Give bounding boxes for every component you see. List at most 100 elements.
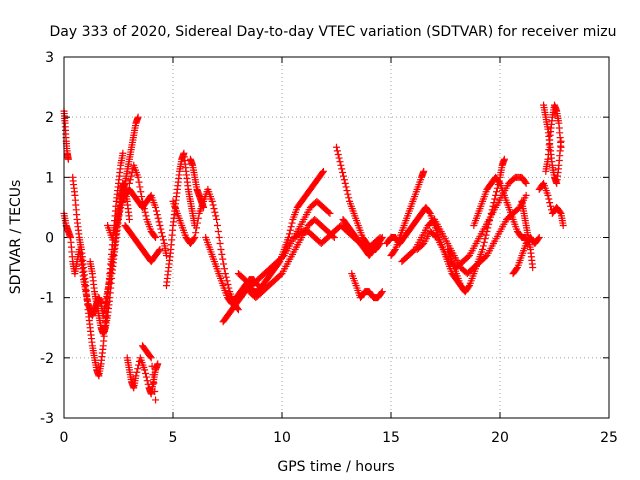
data-point xyxy=(420,167,428,175)
data-point xyxy=(481,235,489,243)
data-point xyxy=(220,260,228,268)
data-point xyxy=(218,250,226,258)
series-track-l xyxy=(186,155,208,211)
data-point xyxy=(214,227,222,235)
data-point xyxy=(339,169,347,177)
data-point xyxy=(319,167,327,175)
data-point xyxy=(285,230,293,238)
data-point xyxy=(150,379,158,387)
data-point xyxy=(486,213,494,221)
data-point xyxy=(544,191,552,199)
data-point xyxy=(378,288,386,296)
data-point xyxy=(546,199,554,207)
data-point xyxy=(344,190,352,198)
data-point xyxy=(217,246,225,254)
data-point xyxy=(155,247,163,255)
data-point xyxy=(127,172,135,180)
series-track-o xyxy=(234,197,334,290)
series-track-n xyxy=(219,167,327,326)
data-point xyxy=(221,270,229,278)
series-track-s xyxy=(339,215,386,260)
data-point xyxy=(136,183,144,191)
data-point xyxy=(335,154,343,162)
series-track-m xyxy=(202,234,262,308)
series-track-p xyxy=(245,215,338,302)
y-axis-label: SDTVAR / TECUs xyxy=(8,180,24,295)
data-point xyxy=(147,354,155,362)
data-point xyxy=(319,169,327,177)
data-point xyxy=(146,353,154,361)
data-point xyxy=(330,234,338,241)
data-point xyxy=(158,229,166,237)
x-axis-label: GPS time / hours xyxy=(277,459,394,475)
data-point xyxy=(559,221,567,229)
data-point xyxy=(135,178,143,186)
data-point xyxy=(341,179,349,187)
data-point xyxy=(492,191,500,199)
data-point xyxy=(345,194,353,202)
data-point xyxy=(154,214,162,222)
data-point xyxy=(334,150,342,158)
data-point xyxy=(159,232,167,240)
series-track-g xyxy=(125,161,160,241)
data-point xyxy=(126,176,134,184)
data-point xyxy=(213,221,221,229)
data-point xyxy=(418,241,426,249)
data-point xyxy=(377,235,385,243)
data-point xyxy=(159,236,167,244)
data-point xyxy=(116,207,124,215)
data-point xyxy=(148,362,156,370)
data-point xyxy=(377,289,385,297)
x-tick-label: 10 xyxy=(273,430,291,446)
data-point xyxy=(115,211,123,219)
data-point xyxy=(155,218,163,226)
data-point xyxy=(210,205,218,213)
tick-labels: 0 5 10 15 20 25 -3 -2 -1 0 1 2 3 xyxy=(40,50,618,446)
data-point xyxy=(212,212,220,220)
data-point xyxy=(545,195,553,203)
data-point xyxy=(465,283,473,291)
data-point xyxy=(114,214,122,222)
data-point xyxy=(522,179,530,187)
data-point xyxy=(156,246,164,254)
data-point xyxy=(153,211,161,219)
data-point xyxy=(464,253,472,261)
data-point xyxy=(151,388,159,396)
data-point xyxy=(337,161,345,169)
data-point xyxy=(156,221,164,229)
data-point xyxy=(325,208,333,216)
data-point xyxy=(482,231,490,239)
chart-title: Day 333 of 2020, Sidereal Day-to-day VTE… xyxy=(50,24,617,40)
data-point xyxy=(215,234,223,241)
data-point xyxy=(216,240,224,248)
series-track-ad xyxy=(542,101,565,175)
data-point xyxy=(493,188,501,196)
data-point xyxy=(152,396,160,404)
x-tick-label: 25 xyxy=(600,430,618,446)
data-point xyxy=(64,155,72,163)
data-point xyxy=(484,224,492,232)
data-point xyxy=(133,368,141,376)
data-point xyxy=(557,143,565,151)
data-point xyxy=(139,201,147,209)
data-point xyxy=(119,149,127,157)
series-track-i xyxy=(138,342,160,404)
data-point xyxy=(279,253,287,261)
x-tick-label: 5 xyxy=(169,430,178,446)
data-point xyxy=(191,234,199,241)
data-point xyxy=(137,188,145,196)
data-point xyxy=(157,225,165,233)
data-point xyxy=(479,242,487,250)
y-tick-label: 2 xyxy=(45,110,54,126)
data-point xyxy=(154,360,162,368)
data-point xyxy=(211,208,219,216)
y-tick-label: -3 xyxy=(40,411,54,427)
series-track-j xyxy=(162,149,199,290)
data-point xyxy=(152,207,160,215)
data-point xyxy=(209,201,217,209)
data-point xyxy=(535,234,543,241)
series-track-ae xyxy=(535,179,567,229)
data-point xyxy=(378,234,386,241)
data-point xyxy=(479,246,487,254)
data-point xyxy=(141,366,149,374)
